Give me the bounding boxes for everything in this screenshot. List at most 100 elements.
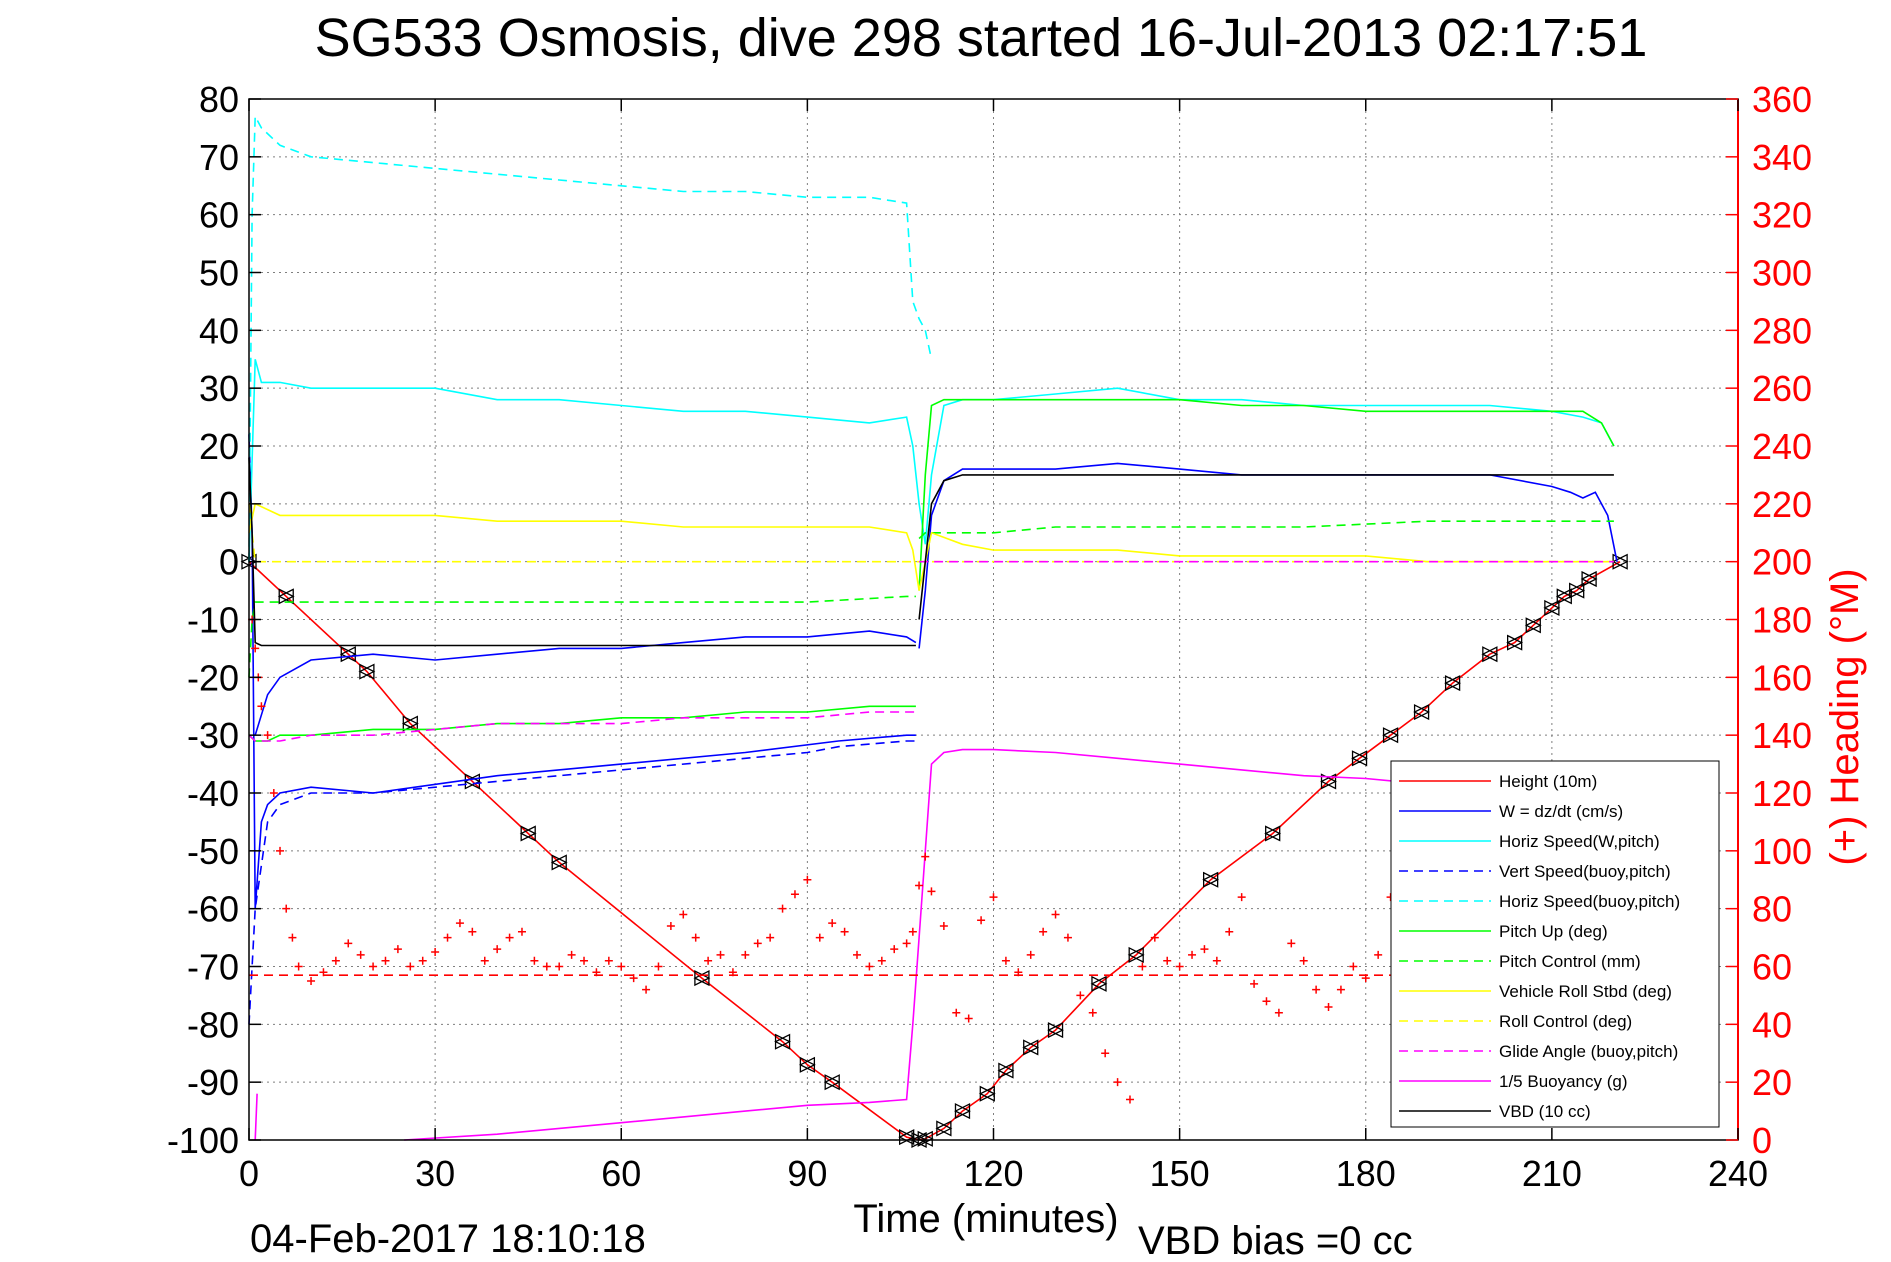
heading-point <box>1274 1008 1283 1017</box>
footer-vbd: VBD bias =0 cc <box>1138 1219 1413 1262</box>
height-marker <box>823 1074 841 1091</box>
y-tick-label: 20 <box>199 426 239 467</box>
footer-date: 04-Feb-2017 18:10:18 <box>250 1217 646 1261</box>
heading-point <box>1287 939 1296 948</box>
heading-point <box>369 962 378 971</box>
y2-tick-label: 20 <box>1752 1062 1792 1103</box>
x-tick-label: 150 <box>1150 1153 1210 1194</box>
series-vehicle-roll-stbd-deg-line <box>248 502 1614 591</box>
heading-point <box>803 875 812 884</box>
heading-point <box>921 852 930 861</box>
legend-label: Pitch Up (deg) <box>1499 922 1608 941</box>
heading-point <box>282 904 291 913</box>
series-vbd-10-cc-line <box>918 474 1614 620</box>
heading-point <box>1262 997 1271 1006</box>
y2-tick-label: 200 <box>1752 542 1812 583</box>
series-vbd-10-cc-line <box>248 457 916 647</box>
heading-point <box>815 933 824 942</box>
x-tick-label: 120 <box>963 1153 1023 1194</box>
y2-tick-label: 320 <box>1752 195 1812 236</box>
height-marker <box>1444 675 1462 692</box>
heading-point <box>530 956 539 965</box>
heading-point <box>257 702 266 711</box>
height-marker <box>339 646 357 663</box>
heading-point <box>1051 910 1060 919</box>
heading-point <box>331 956 340 965</box>
heading-point <box>294 962 303 971</box>
x-tick-label: 60 <box>601 1153 641 1194</box>
heading-point <box>455 919 464 928</box>
heading-point <box>443 933 452 942</box>
y-tick-label: 80 <box>199 79 239 120</box>
heading-point <box>1250 979 1259 988</box>
series-vert-speed-buoy-pitch-line <box>248 740 916 1025</box>
height-marker <box>1506 634 1524 651</box>
heading-point <box>1163 956 1172 965</box>
x-tick-label: 180 <box>1336 1153 1396 1194</box>
heading-point <box>704 956 713 965</box>
x-tick-label: 90 <box>787 1153 827 1194</box>
heading-point <box>1200 945 1209 954</box>
heading-point <box>1324 1002 1333 1011</box>
heading-point <box>1150 933 1159 942</box>
y-tick-label: 70 <box>199 137 239 178</box>
series-horiz-speed-buoy-pitch-line <box>248 113 933 562</box>
legend-label: Height (10m) <box>1499 772 1597 791</box>
legend-label: Horiz Speed(buoy,pitch) <box>1499 892 1680 911</box>
y2-tick-label: 40 <box>1752 1004 1792 1045</box>
height-marker <box>1543 599 1561 616</box>
heading-point <box>251 644 260 653</box>
y2-tick-label: 220 <box>1752 484 1812 525</box>
chart-title: SG533 Osmosis, dive 298 started 16-Jul-2… <box>315 8 1648 68</box>
series-glide-angle-buoy-pitch-line <box>248 711 916 742</box>
y-tick-label: 50 <box>199 253 239 294</box>
heading-point <box>393 945 402 954</box>
heading-point <box>741 950 750 959</box>
heading-point <box>1237 893 1246 902</box>
heading-point <box>1088 1008 1097 1017</box>
heading-point <box>778 904 787 913</box>
series-pitch-control-mm-line <box>248 595 916 678</box>
y-tick-label: 0 <box>219 542 239 583</box>
heading-point <box>269 789 278 797</box>
heading-point <box>1225 927 1234 936</box>
legend-label: Vehicle Roll Stbd (deg) <box>1499 982 1672 1001</box>
height-marker <box>463 773 481 790</box>
legend-label: Horiz Speed(W,pitch) <box>1499 832 1660 851</box>
y-tick-label: -30 <box>187 715 239 756</box>
heading-point <box>716 950 725 959</box>
heading-point <box>1312 985 1321 994</box>
heading-point <box>691 933 700 942</box>
heading-point <box>828 919 837 928</box>
x-axis-label: Time (minutes) <box>853 1197 1118 1241</box>
heading-point <box>1125 1095 1134 1104</box>
height-marker <box>1022 1039 1040 1056</box>
y2-tick-label: 260 <box>1752 368 1812 409</box>
heading-point <box>766 933 775 942</box>
heading-point <box>418 956 427 965</box>
heading-point <box>964 1014 973 1023</box>
heading-point <box>617 962 626 971</box>
series-1-5-buoyancy-g-line <box>404 748 1397 1141</box>
y-tick-label: -100 <box>167 1120 239 1161</box>
height-marker <box>277 588 295 605</box>
y2-tick-label: 60 <box>1752 947 1792 988</box>
y-tick-label: -40 <box>187 773 239 814</box>
heading-point <box>989 893 998 902</box>
heading-point <box>666 922 675 931</box>
height-marker <box>978 1085 996 1102</box>
height-marker <box>1351 750 1369 767</box>
y-tick-label: -80 <box>187 1004 239 1045</box>
y-tick-label: 30 <box>199 368 239 409</box>
y-tick-label: -90 <box>187 1062 239 1103</box>
heading-point <box>642 985 651 994</box>
height-marker <box>1580 570 1598 588</box>
heading-point <box>1336 985 1345 994</box>
heading-point <box>307 976 316 985</box>
heading-point <box>542 962 551 971</box>
heading-point <box>1188 950 1197 959</box>
height-marker <box>1047 1022 1064 1039</box>
y-tick-label: -70 <box>187 947 239 988</box>
heading-point <box>344 939 353 948</box>
